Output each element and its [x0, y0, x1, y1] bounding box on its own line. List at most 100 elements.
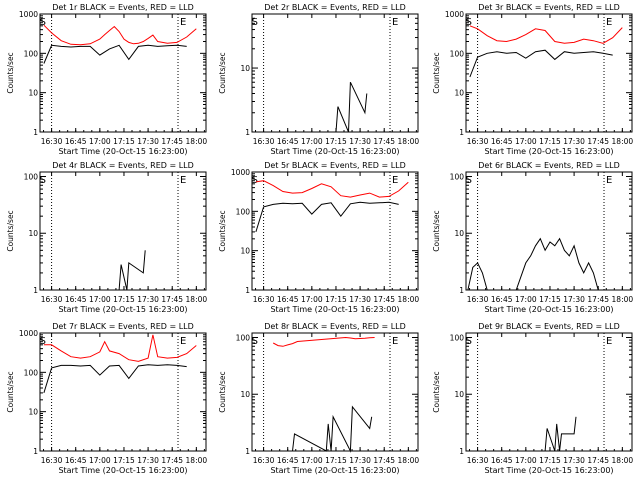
x-tick-label: 18:00: [186, 137, 208, 146]
x-axis-label: Start Time (20-Oct-15 16:23:00): [58, 466, 187, 475]
end-marker-label: E: [606, 17, 612, 28]
x-tick-label: 16:45: [491, 295, 513, 304]
x-tick-label: 17:45: [373, 456, 395, 465]
x-tick-label: 17:30: [563, 295, 585, 304]
x-tick-label: 17:15: [539, 456, 561, 465]
x-axis-label: Start Time (20-Oct-15 16:23:00): [484, 466, 613, 475]
y-tick-label: 10: [454, 229, 464, 238]
y-tick-label: 1: [33, 286, 38, 295]
y-tick-label: 100: [450, 172, 465, 181]
end-marker-label: E: [392, 336, 398, 347]
plot-frame: [251, 171, 419, 291]
y-tick-label: 1: [245, 286, 250, 295]
plot-frame: [251, 13, 419, 133]
x-tick-label: 18:00: [398, 137, 420, 146]
y-tick-label: 1: [459, 447, 464, 456]
x-tick-label: 16:30: [253, 137, 275, 146]
x-tick-label: 16:30: [253, 456, 275, 465]
x-tick-label: 17:15: [113, 456, 135, 465]
end-marker-label: E: [392, 175, 398, 186]
x-axis-label: Start Time (20-Oct-15 16:23:00): [270, 305, 399, 314]
x-tick-label: 17:00: [89, 137, 111, 146]
x-tick-label: 16:30: [467, 295, 489, 304]
y-tick-label: 1: [33, 128, 38, 137]
x-tick-label: 18:00: [186, 295, 208, 304]
x-tick-label: 16:45: [491, 456, 513, 465]
start-marker-label: S: [466, 336, 472, 347]
events-series-line: [467, 237, 599, 291]
x-tick-label: 17:30: [137, 137, 159, 146]
x-tick-label: 17:15: [113, 137, 135, 146]
x-tick-label: 17:30: [137, 295, 159, 304]
start-marker-label: S: [466, 175, 472, 186]
x-tick-label: 17:30: [349, 456, 371, 465]
x-tick-label: 17:15: [325, 295, 347, 304]
end-marker-label: E: [606, 336, 612, 347]
y-tick-label: 10: [454, 390, 464, 399]
y-tick-label: 1: [459, 286, 464, 295]
chart-title: Det 8r BLACK = Events, RED = LLD: [264, 322, 406, 331]
y-tick-label: 1000: [19, 10, 38, 19]
end-marker-label: E: [180, 336, 186, 347]
chart-title: Det 2r BLACK = Events, RED = LLD: [264, 3, 406, 12]
x-tick-label: 17:30: [349, 295, 371, 304]
x-tick-label: 18:00: [612, 456, 634, 465]
x-tick-label: 17:45: [161, 295, 183, 304]
x-tick-label: 17:45: [161, 456, 183, 465]
x-tick-label: 17:00: [89, 456, 111, 465]
plot-frame: [39, 13, 207, 133]
x-tick-label: 18:00: [186, 456, 208, 465]
x-tick-label: 17:15: [539, 137, 561, 146]
chart-title: Det 9r BLACK = Events, RED = LLD: [478, 322, 620, 331]
x-tick-label: 17:30: [563, 137, 585, 146]
x-tick-label: 16:30: [41, 295, 63, 304]
lld-series-line: [43, 334, 197, 362]
x-tick-label: 17:30: [563, 456, 585, 465]
y-tick-label: 100: [450, 333, 465, 342]
y-tick-label: 100: [24, 49, 39, 58]
y-tick-label: 10: [28, 89, 38, 98]
x-axis-label: Start Time (20-Oct-15 16:23:00): [270, 466, 399, 475]
x-tick-label: 17:00: [515, 456, 537, 465]
x-tick-label: 17:00: [301, 137, 323, 146]
x-tick-label: 17:45: [587, 295, 609, 304]
y-axis-label: Counts/sec: [6, 371, 15, 412]
y-tick-label: 1: [245, 447, 250, 456]
y-axis-label: Counts/sec: [432, 210, 441, 251]
x-tick-label: 17:45: [373, 295, 395, 304]
x-tick-label: 17:00: [515, 295, 537, 304]
events-series-line: [335, 81, 368, 133]
x-tick-label: 18:00: [612, 137, 634, 146]
x-tick-label: 17:15: [325, 456, 347, 465]
chart-title: Det 7r BLACK = Events, RED = LLD: [52, 322, 194, 331]
x-tick-label: 18:00: [398, 295, 420, 304]
x-axis-label: Start Time (20-Oct-15 16:23:00): [484, 305, 613, 314]
end-marker-label: E: [180, 17, 186, 28]
x-tick-label: 16:45: [65, 295, 87, 304]
x-tick-label: 17:15: [539, 295, 561, 304]
x-tick-label: 17:00: [89, 295, 111, 304]
y-tick-label: 1: [245, 128, 250, 137]
y-tick-label: 10: [28, 229, 38, 238]
plot-frame: [39, 332, 207, 452]
events-series-line: [43, 364, 187, 394]
chart-title: Det 5r BLACK = Events, RED = LLD: [264, 161, 406, 170]
x-tick-label: 17:15: [113, 295, 135, 304]
x-tick-label: 16:45: [65, 456, 87, 465]
events-series-line: [118, 250, 146, 291]
y-tick-label: 100: [450, 49, 465, 58]
x-tick-label: 16:30: [467, 137, 489, 146]
start-marker-label: S: [40, 175, 46, 186]
x-tick-label: 16:45: [491, 137, 513, 146]
x-tick-label: 16:30: [41, 456, 63, 465]
y-tick-label: 10: [240, 247, 250, 256]
lld-series-line: [255, 180, 409, 198]
y-axis-label: Counts/sec: [218, 52, 227, 93]
x-tick-label: 17:45: [587, 137, 609, 146]
start-marker-label: S: [252, 17, 258, 28]
